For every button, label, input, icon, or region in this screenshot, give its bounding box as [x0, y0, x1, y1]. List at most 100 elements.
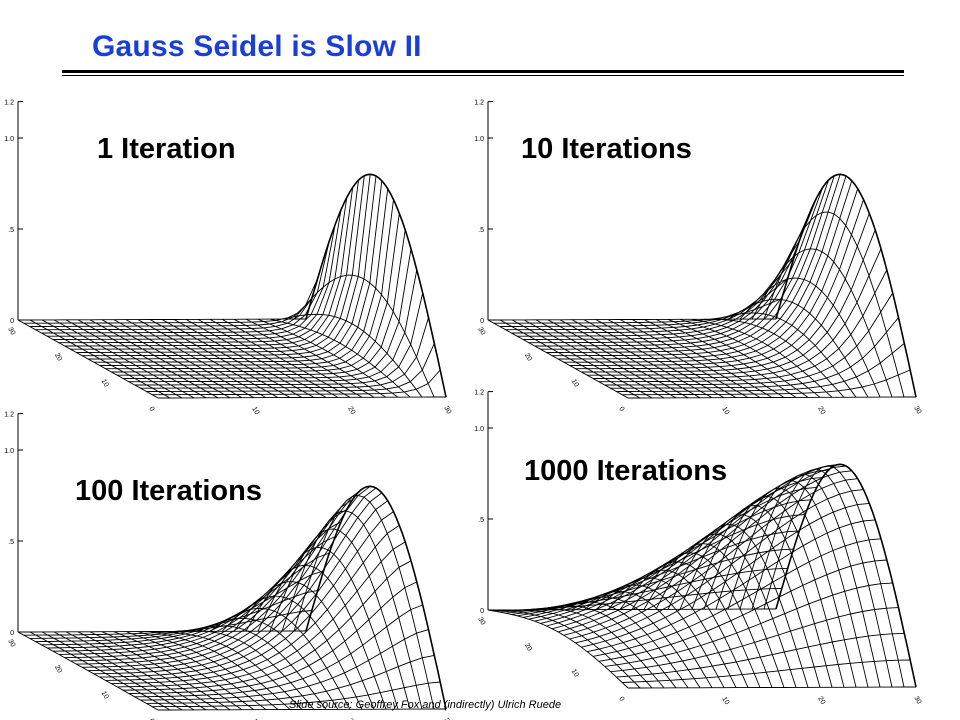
grid-line-v	[563, 470, 852, 636]
x-tick-label: 30	[442, 717, 452, 720]
grid-line-v	[117, 229, 406, 376]
grid-line-u	[775, 463, 917, 688]
boundary-curve	[775, 463, 917, 688]
y-tick-label: 20	[523, 642, 533, 652]
grid-line-v	[610, 607, 899, 673]
x-tick-label: 20	[816, 405, 826, 415]
grid-line-v	[581, 213, 870, 373]
z-tick-label: .5	[478, 517, 484, 524]
plot-label-100-iterations: 100 Iterations	[75, 475, 262, 507]
grid-line-v	[93, 180, 383, 363]
grid-line-v	[610, 317, 899, 389]
y-tick-label: 20	[53, 352, 63, 362]
x-tick-label: 30	[912, 695, 922, 705]
grid-line-v	[76, 487, 365, 665]
grid-line-v	[105, 199, 394, 370]
grid-line-v	[628, 396, 916, 399]
grid-line-v	[23, 298, 313, 324]
grid-line-v	[105, 511, 394, 681]
y-tick-label: 30	[476, 326, 486, 336]
grid-line-v	[128, 269, 418, 383]
grid-line-v	[552, 463, 841, 630]
z-tick-label: 1.0	[4, 136, 14, 143]
grid-line-v	[123, 248, 412, 379]
grid-line-v	[604, 292, 894, 386]
z-tick-label: 0	[10, 630, 14, 637]
plot-label-10-iterations: 10 Iterations	[521, 133, 692, 165]
grid-line-v	[523, 209, 812, 340]
surface-plot-1000-iterations: 1.2 1.0.5 0 30 20 10 0 10 20 30	[474, 390, 922, 707]
grid-line-v	[604, 582, 893, 667]
z-tick-label: 1.2	[4, 100, 14, 107]
grid-line-v	[158, 396, 446, 399]
grid-line-v	[569, 188, 859, 366]
x-tick-label: 10	[250, 718, 260, 720]
grid-line-v	[517, 514, 806, 617]
grid-line-v	[528, 197, 818, 344]
grid-line-v	[82, 174, 371, 357]
grid-line-v	[499, 567, 788, 613]
grid-line-v	[146, 343, 435, 392]
grid-line-v	[87, 487, 377, 672]
grid-line-v	[99, 188, 389, 366]
grid-line-v	[488, 318, 776, 321]
z-tick-label: 0	[480, 318, 484, 325]
grid-line-v	[622, 369, 911, 396]
x-tick-label: 30	[442, 405, 452, 415]
y-tick-label: 0	[147, 718, 155, 720]
grid-line-v	[41, 552, 330, 646]
z-tick-label: 1.0	[474, 426, 484, 433]
grid-line-v	[64, 187, 354, 347]
y-tick-label: 20	[523, 352, 533, 362]
x-tick-label: 10	[720, 406, 730, 416]
x-tick-label: 30	[912, 405, 922, 415]
z-tick-label: 0	[480, 608, 484, 615]
boundary-curve	[775, 173, 917, 398]
grid-line-v	[592, 538, 882, 657]
grid-line-v	[558, 175, 847, 360]
x-tick-label: 10	[250, 406, 260, 416]
grid-line-v	[122, 560, 412, 691]
surface-plot-1-iteration: 1.2 1.0.5 0 30 20 10 0 10 20 30	[4, 100, 452, 417]
surface-wireframe	[17, 173, 447, 399]
z-tick-label: 1.0	[4, 448, 14, 455]
y-tick-label: 30	[476, 616, 486, 626]
z-tick-label: 1.2	[474, 390, 484, 397]
grid-line-u	[53, 631, 195, 711]
grid-line-u	[499, 609, 641, 689]
grid-line-v	[616, 632, 905, 678]
y-tick-label: 10	[100, 378, 110, 388]
x-tick-label: 20	[816, 695, 826, 705]
grid-line-v	[52, 521, 342, 652]
grid-line-v	[146, 654, 435, 704]
grid-line-v	[88, 175, 377, 360]
surface-wireframe	[487, 173, 917, 399]
y-tick-label: 0	[617, 696, 625, 703]
grid-line-v	[593, 248, 882, 379]
grid-line-v	[499, 278, 788, 327]
grid-line-v	[93, 492, 383, 675]
grid-line-v	[158, 708, 446, 711]
grid-line-v	[29, 589, 318, 639]
y-tick-label: 10	[570, 668, 580, 678]
grid-line-v	[111, 213, 400, 373]
grid-line-v	[70, 491, 359, 662]
title-underline-thin	[62, 75, 904, 76]
grid-line-v	[18, 630, 306, 633]
grid-line-v	[23, 610, 312, 636]
grid-line-v	[598, 559, 887, 662]
grid-line-v	[58, 509, 348, 655]
grid-line-u	[269, 528, 411, 710]
grid-line-v	[152, 369, 441, 396]
grid-line-v	[546, 175, 835, 353]
grid-line-v	[488, 608, 776, 611]
grid-line-v	[552, 174, 841, 357]
y-tick-label: 0	[147, 406, 155, 413]
grid-line-v	[18, 318, 306, 321]
x-tick-label: 10	[720, 696, 730, 706]
grid-line-v	[134, 604, 423, 698]
grid-line-v	[29, 278, 319, 327]
